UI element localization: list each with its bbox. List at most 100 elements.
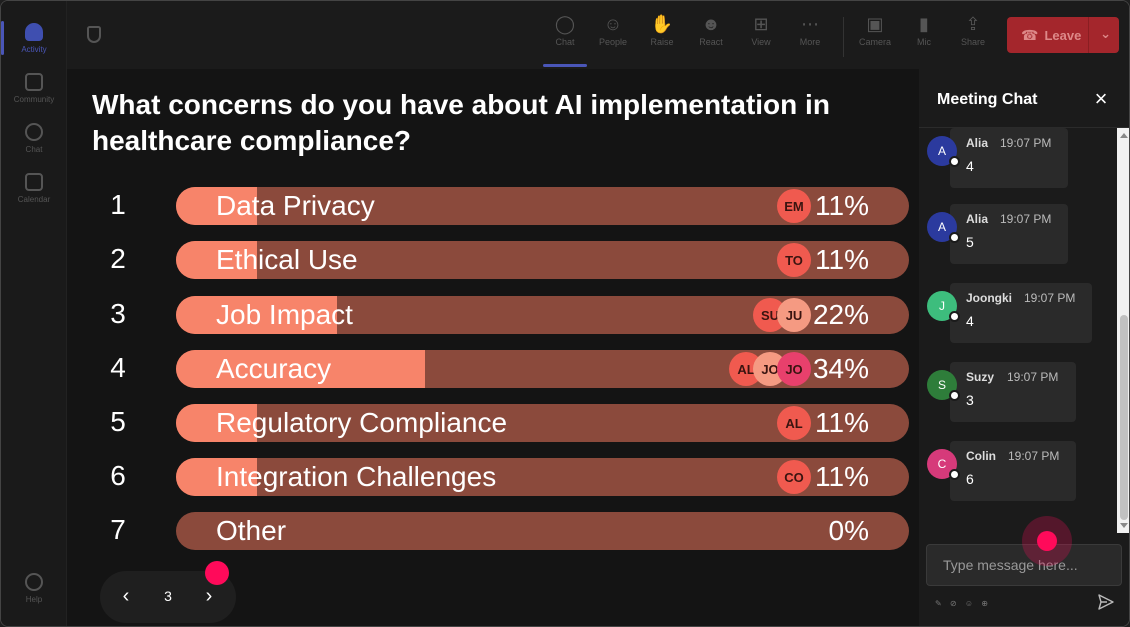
mic-icon: ▮ xyxy=(919,14,929,34)
bell-icon xyxy=(25,22,43,41)
poll-option-fill xyxy=(176,404,257,442)
people-icon: ☺ xyxy=(603,14,623,34)
poll-option-label: Job Impact xyxy=(216,299,353,330)
scroll-up-arrow-icon[interactable] xyxy=(1120,133,1128,138)
poll-option-label: Integration Challenges xyxy=(216,461,497,492)
help-icon xyxy=(25,572,43,591)
poll-option-fill xyxy=(176,296,337,334)
poll-option-label: Other xyxy=(216,515,287,546)
chat-title: Meeting Chat xyxy=(937,91,1038,108)
presence-status-icon xyxy=(949,469,960,480)
share-icon: ⇪ xyxy=(965,14,981,34)
close-icon[interactable]: × xyxy=(1094,86,1108,111)
rail-item-help[interactable]: Help xyxy=(5,563,63,613)
meeting-toolbar: ◯ Chat ☺ People ✋ Raise ☻ React ⊞ View ⋯… xyxy=(67,1,1129,69)
toolbar-react-button[interactable]: ☻ React xyxy=(689,11,733,61)
rail-item-label: Calendar xyxy=(17,194,51,204)
voter-avatar: TO xyxy=(777,243,811,277)
left-rail: Activity Community Chat Calendar Help xyxy=(1,1,67,626)
send-icon[interactable] xyxy=(1097,593,1115,611)
rail-item-activity[interactable]: Activity xyxy=(1,13,63,63)
format-toolbar-icons[interactable]: ✎ ⊘ ☺ ⊕ xyxy=(935,599,991,608)
toolbar-camera-button[interactable]: ▣ Camera xyxy=(853,11,897,61)
voter-avatar: AL xyxy=(777,406,811,440)
toolbar-chat-button[interactable]: ◯ Chat xyxy=(543,11,587,67)
previous-page-button[interactable]: ‹ xyxy=(122,585,130,607)
chat-message: Joongki 19:07 PM 4 J xyxy=(919,283,1117,347)
poll-option-number: 7 xyxy=(110,514,126,545)
poll-option-number: 2 xyxy=(110,243,126,274)
toolbar-view-button[interactable]: ⊞ View xyxy=(739,11,783,61)
chevron-down-icon[interactable]: ⌄ xyxy=(1100,26,1111,41)
poll-option-fill xyxy=(176,241,257,279)
chat-scrollbar[interactable] xyxy=(1117,128,1129,533)
chat-timestamp: 19:07 PM xyxy=(1000,136,1052,150)
scrollbar-thumb[interactable] xyxy=(1120,315,1128,520)
poll-option-label: Ethical Use xyxy=(216,244,358,275)
voter-avatar: EM xyxy=(777,189,811,223)
leave-button[interactable]: ☎ Leave ⌄ xyxy=(1007,17,1119,53)
toolbar-more-button[interactable]: ⋯ More xyxy=(788,11,832,61)
voter-avatars: JO JO AL xyxy=(729,352,811,386)
poll-option-bar: Data Privacy EM 11% xyxy=(176,187,909,225)
rail-item-community[interactable]: Community xyxy=(5,63,63,113)
poll-option-row: 3 Job Impact JU SU 22% xyxy=(67,296,919,334)
poll-results-panel: What concerns do you have about AI imple… xyxy=(67,69,919,626)
toolbar-raise-button[interactable]: ✋ Raise xyxy=(640,11,684,61)
poll-option-number: 4 xyxy=(110,352,126,383)
chat-bubble: Suzy 19:07 PM 3 xyxy=(950,362,1076,422)
chat-timestamp: 19:07 PM xyxy=(1007,370,1059,384)
presence-status-icon xyxy=(949,311,960,322)
toolbar-label: People xyxy=(598,37,628,47)
toolbar-mic-button[interactable]: ▮ Mic xyxy=(902,11,946,61)
presence-status-icon xyxy=(949,232,960,243)
poll-option-bar: Integration Challenges CO 11% xyxy=(176,458,909,496)
chat-bubble: Colin 19:07 PM 6 xyxy=(950,441,1076,501)
rail-item-chat[interactable]: Chat xyxy=(5,113,63,163)
poll-option-row: 7 Other 0% xyxy=(67,512,919,550)
next-page-button[interactable]: › xyxy=(205,585,213,607)
chat-timestamp: 19:07 PM xyxy=(1000,212,1052,226)
poll-option-label: Regulatory Compliance xyxy=(216,407,508,438)
poll-option-number: 1 xyxy=(110,189,126,220)
more-icon: ⋯ xyxy=(801,14,819,34)
chat-message-list: Alia 19:07 PM 4 A Alia 19:07 PM 5 A Joongki 19:07… xyxy=(919,128,1117,533)
scroll-down-arrow-icon[interactable] xyxy=(1120,523,1128,528)
poll-option-number: 3 xyxy=(110,298,126,329)
voter-avatar: JU xyxy=(777,298,811,332)
community-icon xyxy=(25,72,43,91)
chat-bubble: Joongki 19:07 PM 4 xyxy=(950,283,1092,343)
chat-message-input[interactable] xyxy=(926,544,1122,586)
chat-sender-name: Alia xyxy=(966,212,989,226)
toolbar-share-button[interactable]: ⇪ Share xyxy=(951,11,995,61)
react-icon: ☻ xyxy=(701,14,721,34)
chat-message-text: 5 xyxy=(966,234,974,250)
rail-item-label: Chat xyxy=(25,144,43,154)
chat-timestamp: 19:07 PM xyxy=(1008,449,1060,463)
click-indicator-core xyxy=(1037,531,1057,551)
poll-option-row: 2 Ethical Use TO 11% xyxy=(67,241,919,279)
leave-divider xyxy=(1088,17,1089,53)
chat-sender-name: Colin xyxy=(966,449,996,463)
toolbar-label: More xyxy=(799,37,821,47)
chat-message-text: 4 xyxy=(966,158,974,174)
chat-message-text: 4 xyxy=(966,313,974,329)
rail-item-label: Community xyxy=(13,94,55,104)
rail-item-calendar[interactable]: Calendar xyxy=(5,163,63,213)
poll-option-bar: Accuracy JO JO AL 34% xyxy=(176,350,909,388)
chat-sender-name: Suzy xyxy=(966,370,995,384)
poll-option-label: Accuracy xyxy=(216,353,332,384)
rail-item-label: Help xyxy=(25,594,43,604)
toolbar-label: Share xyxy=(960,37,986,47)
toolbar-people-button[interactable]: ☺ People xyxy=(591,11,635,61)
poll-option-percent: 34% xyxy=(812,353,869,384)
chat-bubble: Alia 19:07 PM 4 xyxy=(950,128,1068,188)
chat-message-text: 3 xyxy=(966,392,974,408)
poll-option-bar: Regulatory Compliance AL 11% xyxy=(176,404,909,442)
toolbar-label: Mic xyxy=(917,37,931,47)
poll-option-percent: 11% xyxy=(815,407,869,438)
meeting-chat-panel: Meeting Chat × Alia 19:07 PM 4 A Alia 19:07 P… xyxy=(919,69,1129,626)
chat-sender-name: Joongki xyxy=(966,291,1013,305)
poll-option-percent: 11% xyxy=(815,461,869,492)
click-indicator xyxy=(1022,516,1072,566)
